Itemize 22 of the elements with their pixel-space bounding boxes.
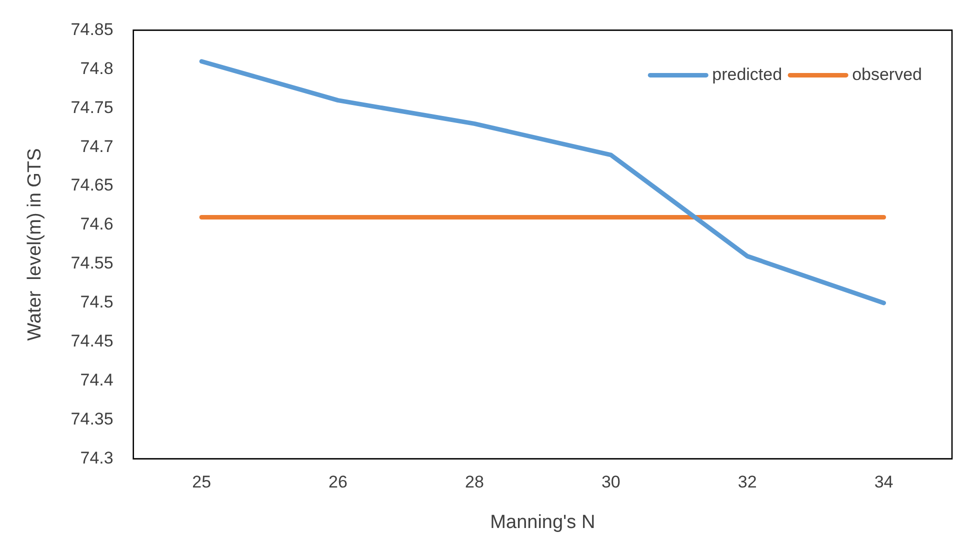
- y-tick-label: 74.65: [70, 176, 114, 195]
- x-tick-label: 26: [328, 472, 348, 492]
- y-tick-label: 74.85: [70, 20, 114, 39]
- legend-label: observed: [852, 64, 922, 84]
- y-tick-label: 74.6: [80, 214, 114, 234]
- y-tick-label: 74.5: [80, 292, 114, 312]
- y-tick-label: 74.4: [80, 370, 114, 390]
- x-tick-label: 25: [192, 472, 212, 492]
- y-tick-label: 74.75: [70, 98, 114, 117]
- x-axis-title: Manning's N: [490, 512, 596, 533]
- y-axis-title: Water level(m) in GTS: [24, 148, 46, 341]
- x-tick-label: 30: [601, 472, 620, 492]
- y-tick-label: 74.45: [70, 332, 114, 351]
- y-tick-label: 74.8: [80, 58, 114, 78]
- y-tick-label: 74.3: [80, 448, 114, 468]
- y-tick-label: 74.55: [70, 254, 114, 273]
- x-tick-label: 34: [874, 472, 894, 492]
- y-tick-label: 74.35: [70, 410, 114, 429]
- x-tick-label: 28: [464, 472, 484, 492]
- x-tick-label: 32: [738, 472, 757, 492]
- legend-label: predicted: [712, 64, 782, 84]
- y-tick-label: 74.7: [80, 136, 114, 156]
